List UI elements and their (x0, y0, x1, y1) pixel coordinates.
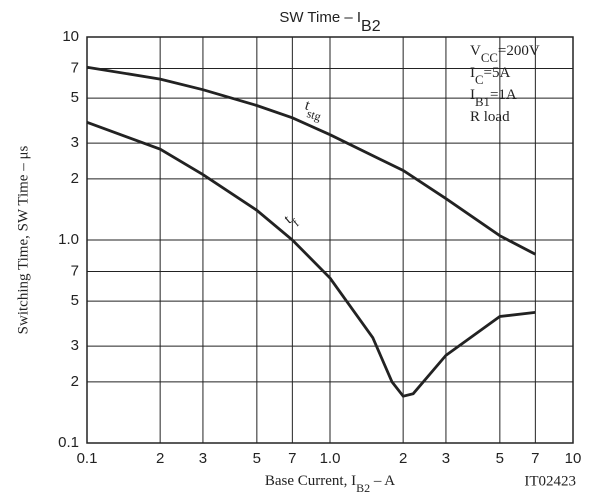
y-tick-label: 5 (71, 89, 79, 106)
x-tick-label: 3 (199, 450, 207, 467)
chart-title: SW Time – IB2 (279, 9, 380, 35)
x-tick-label: 5 (253, 450, 261, 467)
y-tick-label: 7 (71, 59, 79, 76)
x-tick-label: 2 (399, 450, 407, 467)
y-tick-label: 3 (71, 134, 79, 151)
curve (86, 120, 536, 398)
text-part: t (303, 98, 312, 115)
x-tick-label: 3 (442, 450, 450, 467)
x-axis-label: Base Current, IB2 – A (265, 473, 395, 494)
text-part: stg (305, 106, 322, 123)
figure-id: IT02423 (524, 473, 576, 489)
text-part: I (470, 65, 475, 81)
x-tick-label: 2 (156, 450, 164, 467)
y-tick-label: 1.0 (58, 231, 79, 248)
text-part: B2 (356, 481, 370, 495)
text-part: CC (481, 51, 498, 65)
text-part: =5A (484, 65, 511, 81)
curve (86, 65, 537, 256)
x-tick-label: 5 (496, 450, 504, 467)
text-part: =1A (490, 87, 517, 103)
y-tick-label: 2 (71, 373, 79, 390)
text-part: C (475, 73, 484, 87)
annotation: VCC=200V (470, 43, 540, 65)
x-tick-label: 1.0 (320, 450, 341, 467)
text-part: =200V (498, 43, 540, 59)
y-axis-label: Switching Time, SW Time – μs (15, 146, 31, 335)
curve-label: tf (281, 210, 301, 232)
x-tick-label: 7 (288, 450, 296, 467)
y-tick-label: 7 (71, 262, 79, 279)
text-part: V (470, 43, 481, 59)
x-tick-label: 10 (565, 450, 582, 467)
annotation: IC=5A (470, 65, 511, 87)
x-tick-label: 0.1 (77, 450, 98, 467)
y-tick-label: 10 (62, 28, 79, 45)
annotation: IB1=1A (470, 87, 517, 109)
y-tick-label: 2 (71, 170, 79, 187)
text-part: Base Current, I (265, 473, 356, 489)
text-part: R load (470, 109, 510, 125)
text-part: SW Time – I (279, 9, 361, 26)
annotation: R load (470, 109, 510, 125)
y-tick-label: 5 (71, 292, 79, 309)
curve-label: tstg (301, 98, 325, 124)
y-tick-label: 0.1 (58, 434, 79, 451)
text-part: I (470, 87, 475, 103)
x-tick-label: 7 (531, 450, 539, 467)
text-part: – A (370, 473, 395, 489)
text-part: B2 (361, 18, 381, 35)
text-part: B1 (475, 95, 490, 109)
y-tick-label: 3 (71, 337, 79, 354)
